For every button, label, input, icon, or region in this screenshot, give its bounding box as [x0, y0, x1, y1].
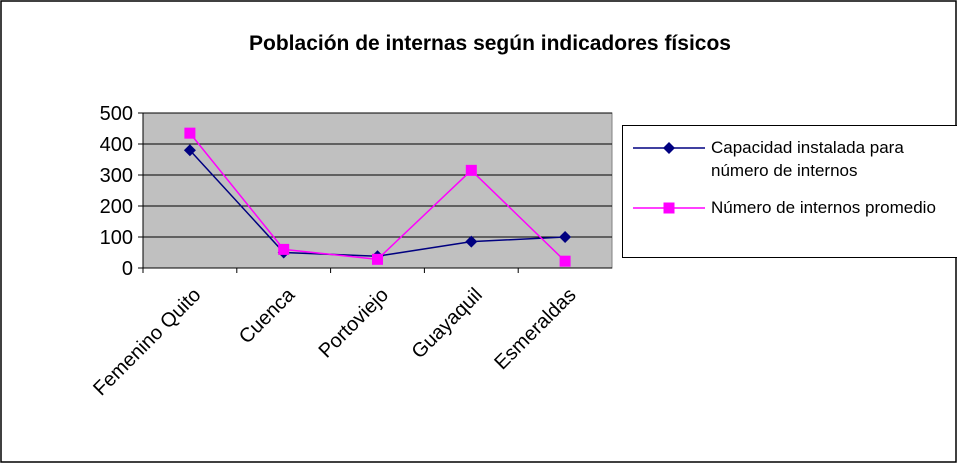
point	[278, 243, 290, 255]
chart-title: Población de internas según indicadores …	[249, 32, 731, 55]
legend-swatch	[633, 142, 705, 154]
legend: Capacidad instalada para número de inter…	[622, 125, 957, 258]
y-tick-label: 0	[122, 258, 133, 280]
point	[465, 164, 477, 176]
y-tick-label: 100	[100, 227, 133, 249]
y-tick-label: 400	[100, 134, 133, 156]
plot-background	[142, 112, 613, 269]
y-tick-label: 500	[100, 103, 133, 125]
legend-swatch	[633, 202, 705, 214]
y-tick-label: 300	[100, 165, 133, 187]
point	[559, 255, 571, 267]
point	[184, 127, 196, 139]
point	[372, 253, 383, 265]
legend-marker	[663, 142, 675, 154]
legend-marker	[663, 202, 675, 214]
y-tick-label: 200	[100, 196, 133, 218]
legend-label: Capacidad instalada para número de inter…	[711, 138, 904, 180]
legend-label: Número de internos promedio	[711, 198, 936, 217]
point	[559, 231, 572, 243]
point	[465, 235, 478, 248]
point	[183, 144, 196, 157]
